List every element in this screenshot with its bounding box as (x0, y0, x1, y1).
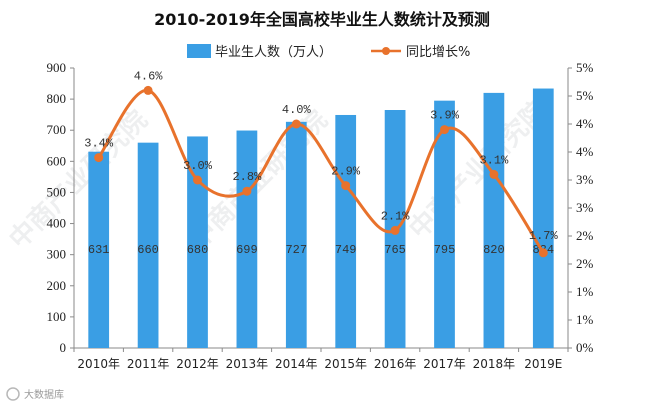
line-value-labels: 3.4% 4.6% 3.0% 2.8% 4.0% 2.9% 2.1% 3.9% 3.1% 1.7% (84, 69, 558, 242)
bar (137, 142, 159, 348)
legend-line-label: 同比增长% (406, 45, 470, 60)
bar (532, 88, 554, 349)
bar-value-label: 795 (434, 243, 456, 257)
left-tick-label: 400 (47, 216, 67, 231)
watermark-text-1: 中商产业研究院 (3, 104, 154, 255)
watermark: 中商产业研究院 中商产业研究院 中商产业研究院 (3, 94, 554, 255)
line-value-label: 3.0% (183, 159, 213, 173)
x-tick-label: 2014年 (275, 357, 318, 371)
left-tick-label: 900 (47, 60, 67, 75)
left-tick-label: 0 (60, 340, 67, 355)
source-text: 大数据库 (24, 388, 64, 401)
right-tick-label: 2% (576, 228, 594, 243)
x-tick-label: 2018年 (473, 357, 516, 371)
right-tick-label: 1% (576, 312, 594, 327)
x-tick-label: 2013年 (226, 357, 269, 371)
x-tick-label: 2012年 (176, 357, 219, 371)
left-tick-label: 700 (47, 122, 67, 137)
left-tick-label: 800 (47, 91, 67, 106)
right-tick-label: 3% (576, 200, 594, 215)
legend-bar-label: 毕业生人数（万人） (215, 45, 332, 60)
bar-value-label: 631 (88, 243, 110, 257)
line-value-label: 4.0% (282, 103, 312, 117)
right-tick-label: 5% (576, 88, 594, 103)
x-tick-label: 2017年 (423, 357, 466, 371)
line-point (143, 85, 153, 95)
x-tick-label: 2010年 (77, 357, 120, 371)
line-value-label: 3.1% (479, 153, 509, 167)
bar-value-label: 680 (187, 243, 209, 257)
line-point (440, 125, 449, 135)
left-tick-label: 100 (47, 309, 67, 324)
source-logo-icon (6, 387, 20, 401)
bar-value-label: 699 (236, 243, 258, 257)
line-point (390, 225, 400, 235)
left-tick-label: 600 (47, 153, 67, 168)
left-tick-label: 300 (47, 247, 67, 262)
line-point (242, 186, 252, 196)
line-value-label: 2.1% (381, 209, 411, 223)
line-value-label: 2.9% (331, 165, 361, 179)
line-value-label: 3.9% (430, 109, 460, 123)
line-value-label: 2.8% (232, 170, 262, 184)
x-tick-label: 2019E (524, 357, 562, 371)
legend: 毕业生人数（万人） 同比增长% (187, 44, 470, 60)
bar (187, 136, 208, 348)
line-point (341, 181, 351, 191)
left-axis-ticks: 0 100 200 300 400 500 600 700 800 900 (47, 60, 74, 355)
source-logo: 大数据库 (6, 387, 64, 401)
right-tick-label: 3% (576, 172, 594, 187)
left-tick-label: 500 (47, 184, 67, 199)
line-value-label: 1.7% (529, 229, 559, 243)
bar (434, 100, 455, 349)
x-tick-label: 2016年 (374, 357, 417, 371)
x-tick-label: 2011年 (127, 357, 170, 371)
x-tick-label: 2015年 (324, 357, 367, 371)
bar-value-label: 660 (137, 243, 159, 257)
line-point (193, 175, 202, 185)
bar-value-label: 749 (335, 243, 357, 257)
legend-bar-swatch (187, 44, 211, 58)
watermark-text-3: 中商产业研究院 (403, 94, 554, 245)
line-point (291, 119, 301, 129)
right-tick-label: 4% (576, 116, 594, 131)
bar (335, 114, 357, 348)
legend-line-marker (382, 47, 390, 55)
right-axis-ticks: 0% 1% 1% 2% 2% 3% 3% 4% 4% 5% 5% (568, 60, 594, 355)
bar-value-label: 820 (483, 243, 505, 257)
right-tick-label: 1% (576, 284, 594, 299)
bar-value-labels: 631660680699727749765795820834 (88, 243, 554, 257)
right-tick-label: 5% (576, 60, 594, 75)
line-point (538, 248, 548, 258)
growth-line (97, 88, 545, 254)
line-point (94, 153, 104, 163)
right-tick-label: 4% (576, 144, 594, 159)
chart-title: 2010-2019年全国高校毕业生人数统计及预测 (154, 10, 490, 29)
right-tick-label: 2% (576, 256, 594, 271)
line-value-label: 3.4% (84, 137, 114, 151)
right-tick-label: 0% (576, 340, 594, 355)
bar-value-label: 727 (285, 243, 307, 257)
bar (285, 121, 307, 348)
bar (483, 92, 505, 348)
bar-value-label: 765 (384, 243, 406, 257)
bar (88, 151, 110, 348)
line-series (94, 85, 548, 258)
line-point (489, 169, 499, 179)
x-axis-ticks: 2010年 2011年 2012年 2013年 2014年 2015年 2016年 2017年… (73, 348, 569, 371)
left-tick-label: 200 (47, 278, 67, 293)
line-value-label: 4.6% (134, 69, 164, 83)
bar (236, 130, 258, 348)
